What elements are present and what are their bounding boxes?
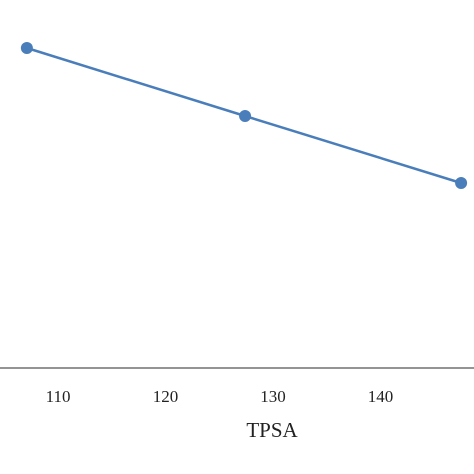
x-axis-label: TPSA [246, 418, 298, 442]
point [20, 42, 33, 54]
x-tick-label: 120 [153, 387, 179, 406]
point [455, 177, 468, 189]
x-tick-label: 110 [46, 387, 71, 406]
point [239, 110, 252, 122]
x-tick-label: 130 [260, 387, 286, 406]
x-tick-label: 140 [368, 387, 394, 406]
